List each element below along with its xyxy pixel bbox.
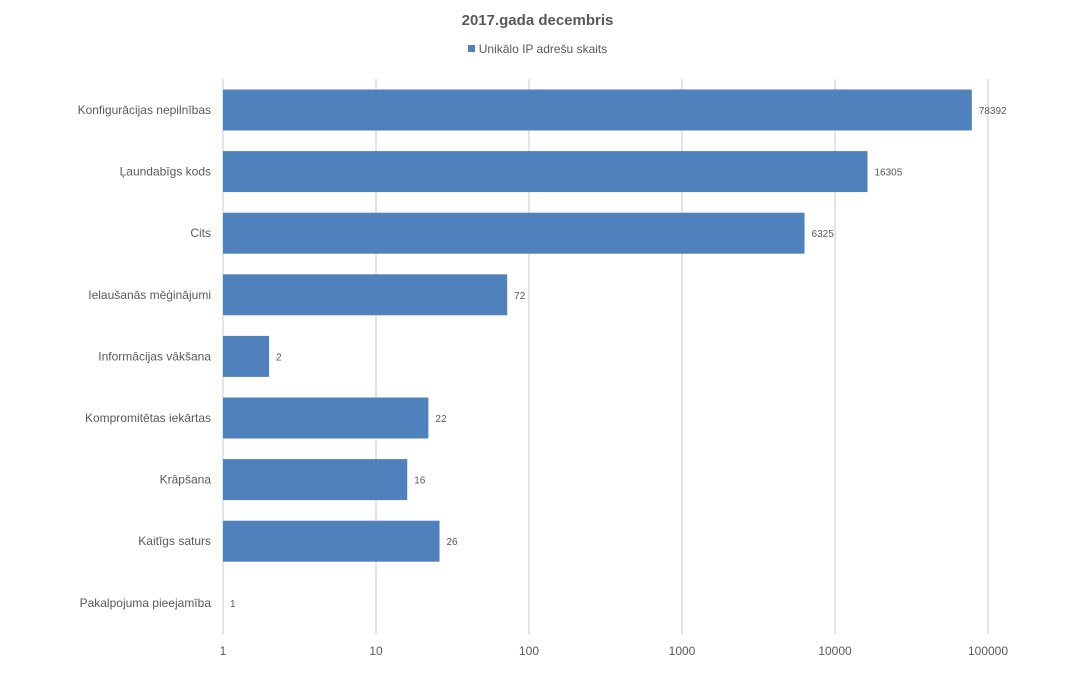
bar	[223, 274, 508, 316]
category-label: Konfigurācijas nepilnības	[78, 103, 211, 117]
category-label: Ļaundabīgs kods	[120, 165, 211, 179]
legend-swatch	[467, 45, 475, 52]
x-tick-label: 1	[220, 644, 227, 658]
bars	[223, 89, 972, 562]
bar	[223, 397, 429, 439]
data-label: 1	[230, 599, 236, 610]
bar	[223, 459, 408, 501]
category-label: Pakalpojuma pieejamība	[80, 596, 212, 610]
x-tick-label: 100	[519, 644, 539, 658]
data-label: 2	[276, 352, 282, 363]
category-label: Ielaušanās mēģinājumi	[88, 288, 211, 302]
data-label: 72	[514, 291, 526, 302]
legend: Unikālo IP adrešu skaits	[0, 42, 1075, 56]
bar	[223, 335, 270, 377]
category-label: Kompromitētas iekārtas	[85, 411, 211, 425]
category-label: Kaitīgs saturs	[138, 534, 211, 548]
bar	[223, 89, 972, 131]
data-label: 16305	[874, 168, 902, 179]
data-label: 6325	[812, 229, 835, 240]
category-label: Krāpšana	[160, 473, 212, 487]
x-tick-labels: 1 10 100 1000 10000 100000	[220, 644, 1009, 658]
x-tick-label: 10	[369, 644, 383, 658]
data-label: 16	[414, 476, 426, 487]
x-tick-label: 100000	[968, 644, 1008, 658]
data-label: 26	[446, 537, 458, 548]
bar	[223, 151, 868, 193]
data-label: 78392	[979, 106, 1007, 117]
legend-label: Unikālo IP adrešu skaits	[478, 42, 608, 56]
category-labels: Konfigurācijas nepilnības Ļaundabīgs kods…	[78, 103, 212, 610]
bar	[223, 520, 440, 562]
data-label: 22	[435, 414, 447, 425]
x-tick-label: 1000	[669, 644, 696, 658]
category-label: Informācijas vākšana	[98, 349, 211, 363]
x-tick-label: 10000	[818, 644, 852, 658]
category-label: Cits	[190, 226, 211, 240]
bar	[223, 212, 805, 254]
chart-title: 2017.gada decembris	[461, 12, 614, 29]
